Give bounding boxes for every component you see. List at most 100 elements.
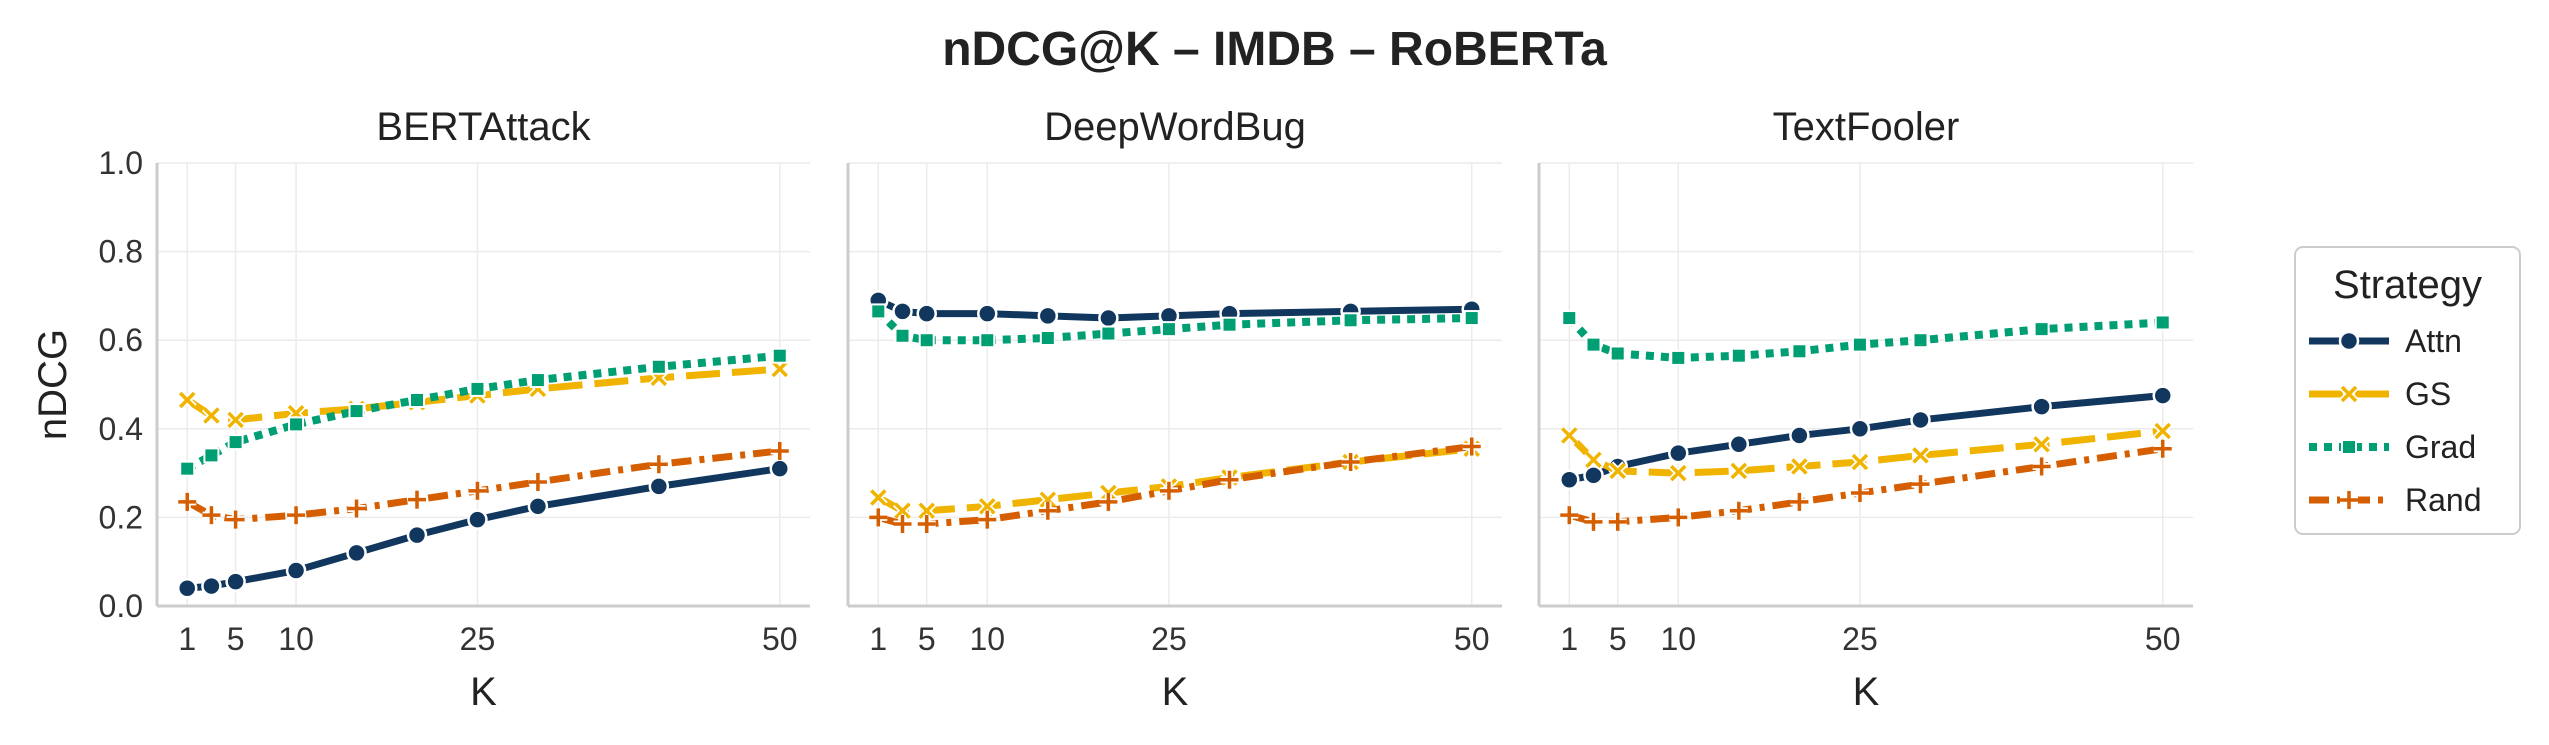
x-tick-label: 50 xyxy=(2145,621,2181,657)
panel-title: BERTAttack xyxy=(376,105,591,149)
y-tick-label: 0.8 xyxy=(99,234,143,270)
data-point-rand xyxy=(1462,437,1481,456)
x-tick-label: 50 xyxy=(762,621,798,657)
series-grad xyxy=(179,347,788,477)
data-point-rand xyxy=(1669,508,1688,527)
data-point-grad xyxy=(179,460,196,477)
x-tick-label: 25 xyxy=(460,621,496,657)
data-point-attn xyxy=(1668,442,1689,464)
data-point-grad xyxy=(288,416,305,433)
data-point-rand xyxy=(1790,492,1809,511)
series-attn xyxy=(1559,385,2173,490)
data-point-grad xyxy=(1160,321,1177,338)
series-rand xyxy=(869,437,1481,534)
data-point-rand xyxy=(1038,501,1057,520)
y-tick-label: 1.0 xyxy=(99,145,143,181)
data-point-grad xyxy=(1039,329,1056,346)
data-point-attn xyxy=(1037,305,1059,327)
data-point-attn xyxy=(346,542,367,564)
data-point-rand xyxy=(1729,501,1748,520)
legend-item-gs: GS xyxy=(2309,376,2451,412)
data-point-attn xyxy=(1910,409,1931,431)
data-point-gs xyxy=(1038,490,1058,510)
x-tick-label: 25 xyxy=(1151,621,1187,657)
x-tick-label: 10 xyxy=(1660,621,1696,657)
data-point-grad xyxy=(1791,343,1808,360)
data-point-attn xyxy=(1559,469,1580,490)
panel-deepwordbug: 1 5 10 25 50 DeepWordBug K xyxy=(846,105,1502,714)
data-point-gs xyxy=(1668,463,1688,483)
data-point-grad xyxy=(348,403,365,420)
x-axis-label: K xyxy=(470,670,497,714)
data-point-grad xyxy=(2154,314,2171,331)
data-point-gs xyxy=(2153,421,2173,441)
data-point-rand xyxy=(869,508,888,527)
y-axis-label: nDCG xyxy=(31,329,75,440)
data-point-grad xyxy=(1561,310,1578,327)
data-point-grad xyxy=(1730,347,1747,364)
data-point-grad xyxy=(979,332,996,349)
series-rand xyxy=(178,441,789,529)
data-point-rand xyxy=(917,515,936,534)
series-line-grad xyxy=(185,351,781,473)
series-line-rand xyxy=(185,447,781,524)
data-point-attn xyxy=(648,476,670,497)
panel-title: TextFooler xyxy=(1773,105,1960,149)
data-point-rand xyxy=(649,455,668,474)
data-point-gs xyxy=(917,501,937,521)
data-point-attn xyxy=(977,303,998,324)
data-point-grad xyxy=(1670,349,1687,366)
data-point-attn xyxy=(892,301,913,322)
panel-title: DeepWordBug xyxy=(1044,105,1306,149)
series-line-rand xyxy=(877,443,1473,528)
series-gs xyxy=(868,439,1482,521)
series-line-attn xyxy=(876,297,1472,322)
data-point-grad xyxy=(408,392,425,409)
panel-bertattack: 0.0 0.2 0.4 0.6 0.8 1.0 1 5 10 25 50 BERTAttack KnDC… xyxy=(31,105,810,714)
data-point-rand xyxy=(2032,457,2051,476)
data-point-rand xyxy=(1341,453,1360,472)
data-point-rand xyxy=(2153,439,2172,458)
series-gs xyxy=(1559,421,2173,483)
x-tick-label: 1 xyxy=(869,621,887,657)
data-point-grad xyxy=(650,358,667,375)
data-point-rand xyxy=(1159,481,1178,500)
data-point-gs xyxy=(1911,445,1930,465)
legend-title: Strategy xyxy=(2333,263,2482,307)
data-point-attn xyxy=(285,560,307,581)
data-point-gs xyxy=(1850,452,1870,472)
legend-marker xyxy=(2341,439,2357,455)
series-line-rand xyxy=(1568,445,2164,526)
data-point-grad xyxy=(1342,312,1359,329)
data-point-rand xyxy=(1560,506,1579,525)
data-point-attn xyxy=(527,496,549,517)
legend-marker xyxy=(2340,491,2358,509)
chart-legend: Strategy Attn GS Grad Rand xyxy=(2294,246,2521,535)
data-point-grad xyxy=(1100,325,1117,342)
x-tick-label: 1 xyxy=(1560,621,1578,657)
legend-item-rand: Rand xyxy=(2309,482,2482,518)
data-point-rand xyxy=(1099,492,1118,511)
series-rand xyxy=(1560,439,2172,531)
data-point-rand xyxy=(1911,475,1930,494)
legend-marker xyxy=(2339,384,2359,404)
data-point-grad xyxy=(870,303,887,320)
data-point-gs xyxy=(1559,425,1579,445)
data-point-gs xyxy=(177,390,197,410)
data-point-rand xyxy=(1220,470,1239,489)
data-point-gs xyxy=(1608,461,1628,481)
data-point-rand xyxy=(178,492,197,511)
legend-marker xyxy=(2338,330,2360,352)
series-grad xyxy=(870,303,1480,349)
data-point-grad xyxy=(469,380,486,397)
series-line-grad xyxy=(1566,315,2163,362)
panel-textfooler: 1 5 10 25 50 TextFooler K xyxy=(1537,105,2193,714)
data-point-rand xyxy=(1584,512,1603,531)
x-axis-label: K xyxy=(1853,670,1880,714)
data-point-rand xyxy=(770,441,789,460)
x-tick-label: 1 xyxy=(178,621,196,657)
data-point-grad xyxy=(1851,336,1868,353)
y-tick-label: 0.0 xyxy=(99,588,143,624)
data-point-attn xyxy=(1583,465,1604,486)
